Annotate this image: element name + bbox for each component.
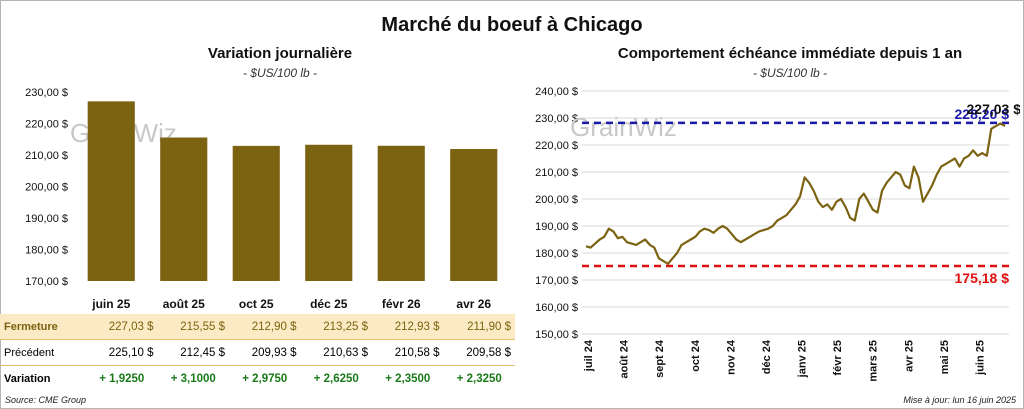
page-title: Marché du boeuf à Chicago bbox=[381, 14, 643, 36]
y-tick-label: 180,00 $ bbox=[25, 245, 68, 257]
x-tick-label: juil 24 bbox=[583, 339, 595, 372]
x-tick-label: avr 26 bbox=[456, 297, 491, 311]
y-tick-label: 230,00 $ bbox=[25, 87, 68, 99]
y-tick-label: 180,00 $ bbox=[535, 248, 578, 260]
y-tick-label: 230,00 $ bbox=[535, 113, 578, 125]
table-cell: 211,90 $ bbox=[467, 320, 511, 333]
plot-area bbox=[582, 91, 1009, 334]
last-price-label: 227,03 $ bbox=[967, 101, 1021, 117]
x-tick-label: févr 25 bbox=[832, 340, 844, 375]
x-tick-label: août 24 bbox=[619, 339, 631, 378]
price-line bbox=[585, 122, 1006, 265]
table-cell: + 2,9750 bbox=[229, 365, 301, 391]
table-cell: 209,93 $ bbox=[229, 339, 301, 366]
x-tick-label: mars 25 bbox=[868, 340, 880, 382]
bar bbox=[87, 101, 135, 281]
y-tick-label: 160,00 $ bbox=[535, 302, 578, 314]
update-note: Mise à jour: lun 16 juin 2025 bbox=[903, 395, 1016, 405]
row-label: Variation bbox=[0, 365, 86, 391]
table-cell: 215,55 $ bbox=[180, 320, 225, 333]
plot-area bbox=[75, 92, 510, 281]
table-cell: + 2,6250 bbox=[300, 365, 372, 391]
x-tick-label: avr 25 bbox=[903, 340, 915, 372]
x-tick-label: juin 25 bbox=[91, 297, 130, 311]
left-chart-subtitle: - $US/100 lb - bbox=[242, 66, 318, 80]
row-label: Fermeture bbox=[4, 320, 58, 333]
watermark: GrainWiz bbox=[570, 112, 677, 142]
table-row-variation: Variation + 1,9250 + 3,1000 + 2,9750 + 2… bbox=[0, 365, 515, 391]
table-cell: 212,90 $ bbox=[251, 320, 297, 333]
left-chart-title: Variation journalière bbox=[207, 45, 353, 62]
reference-line-label: 228,20 $ bbox=[955, 106, 1010, 122]
x-tick-label: nov 24 bbox=[725, 339, 737, 375]
table-cell: 213,25 $ bbox=[323, 320, 368, 333]
bar bbox=[232, 145, 280, 281]
price-table: Fermeture 227,03 $ 215,55 $ 212,90 $ 213… bbox=[0, 314, 515, 391]
y-tick-label: 190,00 $ bbox=[535, 221, 578, 233]
y-tick-label: 170,00 $ bbox=[25, 276, 68, 288]
x-tick-label: févr 26 bbox=[382, 297, 421, 311]
y-tick-label: 210,00 $ bbox=[535, 167, 578, 179]
bar bbox=[377, 145, 425, 281]
table-cell: + 2,3500 bbox=[372, 365, 444, 391]
right-chart-subtitle: - $US/100 lb - bbox=[752, 66, 828, 80]
left-bar-chart: 170,00 $ 180,00 $ 190,00 $ 200,00 $ 210,00 $… bbox=[25, 87, 510, 311]
x-tick-label: juin 25 bbox=[974, 340, 986, 376]
row-label: Précédent bbox=[0, 339, 86, 366]
x-tick-label: déc 25 bbox=[310, 297, 348, 311]
right-line-chart: 150,00 $ 160,00 $ 170,00 $ 180,00 $ 190,00 $… bbox=[535, 86, 1021, 382]
x-tick-label: oct 25 bbox=[239, 297, 274, 311]
table-row-fermeture: Fermeture 227,03 $ 215,55 $ 212,90 $ 213… bbox=[0, 314, 515, 340]
table-cell: 212,45 $ bbox=[157, 339, 229, 366]
y-tick-label: 210,00 $ bbox=[25, 150, 68, 162]
y-tick-label: 240,00 $ bbox=[535, 86, 578, 98]
table-cell: 209,58 $ bbox=[443, 339, 515, 366]
table-cell: 210,58 $ bbox=[372, 339, 444, 366]
y-tick-label: 190,00 $ bbox=[25, 213, 68, 225]
table-cell: 225,10 $ bbox=[86, 339, 158, 366]
y-tick-label: 200,00 $ bbox=[535, 194, 578, 206]
table-cell: + 3,1000 bbox=[157, 365, 229, 391]
y-tick-label: 170,00 $ bbox=[535, 275, 578, 287]
y-tick-label: 200,00 $ bbox=[25, 182, 68, 194]
table-cell: + 2,3250 bbox=[443, 365, 515, 391]
y-tick-label: 220,00 $ bbox=[25, 119, 68, 131]
reference-line-label: 175,18 $ bbox=[955, 270, 1010, 286]
table-cell: 212,93 $ bbox=[394, 320, 440, 333]
y-tick-label: 220,00 $ bbox=[535, 140, 578, 152]
table-cell: 227,03 $ bbox=[108, 320, 154, 333]
bar bbox=[305, 144, 353, 281]
right-chart-title: Comportement échéance immédiate depuis 1… bbox=[617, 45, 963, 62]
table-cell: + 1,9250 bbox=[86, 365, 158, 391]
x-tick-label: sept 24 bbox=[654, 339, 666, 378]
x-tick-label: oct 24 bbox=[690, 339, 702, 372]
x-tick-label: janv 25 bbox=[797, 340, 809, 378]
x-tick-label: déc 24 bbox=[761, 339, 773, 374]
table-cell: 210,63 $ bbox=[300, 339, 372, 366]
y-tick-label: 150,00 $ bbox=[535, 329, 578, 341]
x-tick-label: août 25 bbox=[163, 297, 205, 311]
source-note: Source: CME Group bbox=[5, 395, 87, 405]
bar bbox=[160, 137, 208, 281]
bar bbox=[450, 149, 498, 281]
table-row-precedent: Précédent 225,10 $ 212,45 $ 209,93 $ 210… bbox=[0, 339, 515, 366]
x-tick-label: mai 25 bbox=[939, 340, 951, 374]
